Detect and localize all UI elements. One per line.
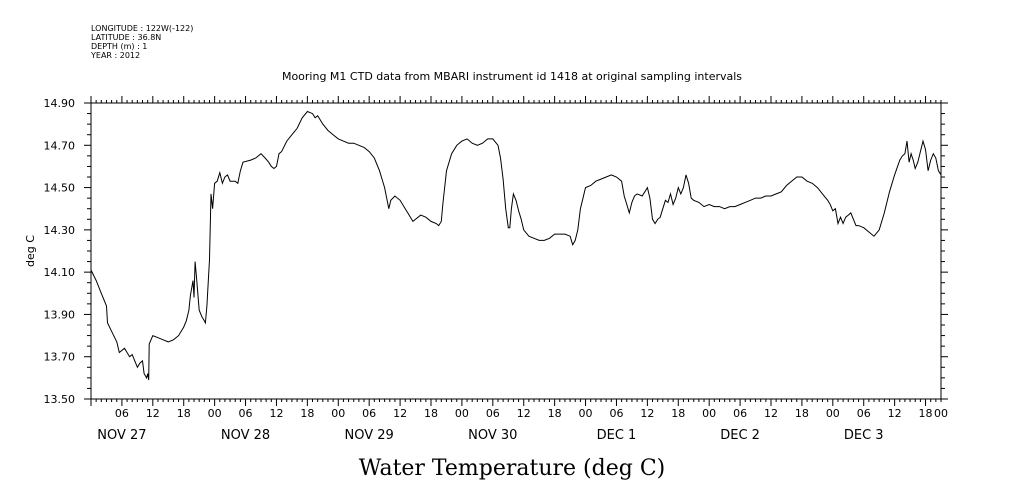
year-label: YEAR : 2012 — [90, 51, 140, 60]
x-day-label: NOV 27 — [97, 428, 146, 443]
x-tick-label: 12 — [517, 407, 531, 420]
series-line — [90, 110, 942, 381]
x-tick-label: 18 — [424, 407, 438, 420]
y-tick-label: 14.30 — [44, 224, 76, 237]
y-tick-label: 13.90 — [44, 308, 76, 321]
latitude-label: LATITUDE : 36.8N — [91, 33, 161, 42]
x-tick-label: 06 — [362, 407, 376, 420]
x-tick-label: 06 — [733, 407, 747, 420]
x-axis: 06 12 18 00 06 12 18 00 06 12 18 00 06 12 18 00 06 12 18 00… — [90, 96, 948, 443]
y-tick-label: 14.90 — [44, 97, 76, 110]
x-tick-label: 12 — [393, 407, 407, 420]
x-day-label: DEC 3 — [844, 428, 884, 443]
metadata-block: LONGITUDE : 122W(-122) LATITUDE : 36.8N … — [90, 24, 193, 60]
x-tick-label: 12 — [764, 407, 778, 420]
y-axis: 13.50 13.70 13.90 14.10 14.30 14.50 14.70 14.90 — [44, 97, 948, 406]
x-tick-label: 12 — [888, 407, 902, 420]
x-tick-label: 06 — [486, 407, 500, 420]
x-tick-label: 06 — [115, 407, 129, 420]
plot-frame — [90, 102, 942, 400]
x-tick-label: 06 — [857, 407, 871, 420]
x-tick-label: 06 — [609, 407, 623, 420]
x-tick-label: 12 — [640, 407, 654, 420]
y-axis-label: deg C — [24, 235, 37, 267]
chart-title: Mooring M1 CTD data from MBARI instrumen… — [282, 70, 742, 83]
y-tick-label: 13.50 — [44, 393, 76, 406]
x-tick-label: 12 — [146, 407, 160, 420]
x-tick-label: 00 — [579, 407, 593, 420]
x-tick-label: 00 — [208, 407, 222, 420]
x-day-label: NOV 30 — [468, 428, 517, 443]
series-layer — [90, 110, 942, 381]
x-tick-label: 00 — [455, 407, 469, 420]
x-tick-label: 12 — [269, 407, 283, 420]
x-tick-label: 18 — [671, 407, 685, 420]
x-tick-label: 18 — [919, 407, 933, 420]
x-tick-label: 18 — [548, 407, 562, 420]
x-tick-label: 18 — [795, 407, 809, 420]
x-tick-label: 00 — [934, 407, 948, 420]
x-tick-label: 18 — [177, 407, 191, 420]
y-tick-label: 14.70 — [44, 139, 76, 152]
x-axis-label: Water Temperature (deg C) — [359, 456, 666, 481]
x-day-label: DEC 1 — [597, 428, 637, 443]
y-tick-label: 14.50 — [44, 182, 76, 195]
x-day-label: NOV 28 — [221, 428, 270, 443]
x-day-label: DEC 2 — [720, 428, 760, 443]
depth-label: DEPTH (m) : 1 — [91, 42, 147, 51]
y-tick-label: 13.70 — [44, 351, 76, 364]
x-tick-label: 06 — [239, 407, 253, 420]
y-tick-label: 14.10 — [44, 266, 76, 279]
x-tick-label: 00 — [331, 407, 345, 420]
x-tick-label: 18 — [300, 407, 314, 420]
x-tick-label: 00 — [702, 407, 716, 420]
x-tick-label: 00 — [826, 407, 840, 420]
longitude-label: LONGITUDE : 122W(-122) — [91, 24, 193, 33]
x-day-label: NOV 29 — [345, 428, 394, 443]
